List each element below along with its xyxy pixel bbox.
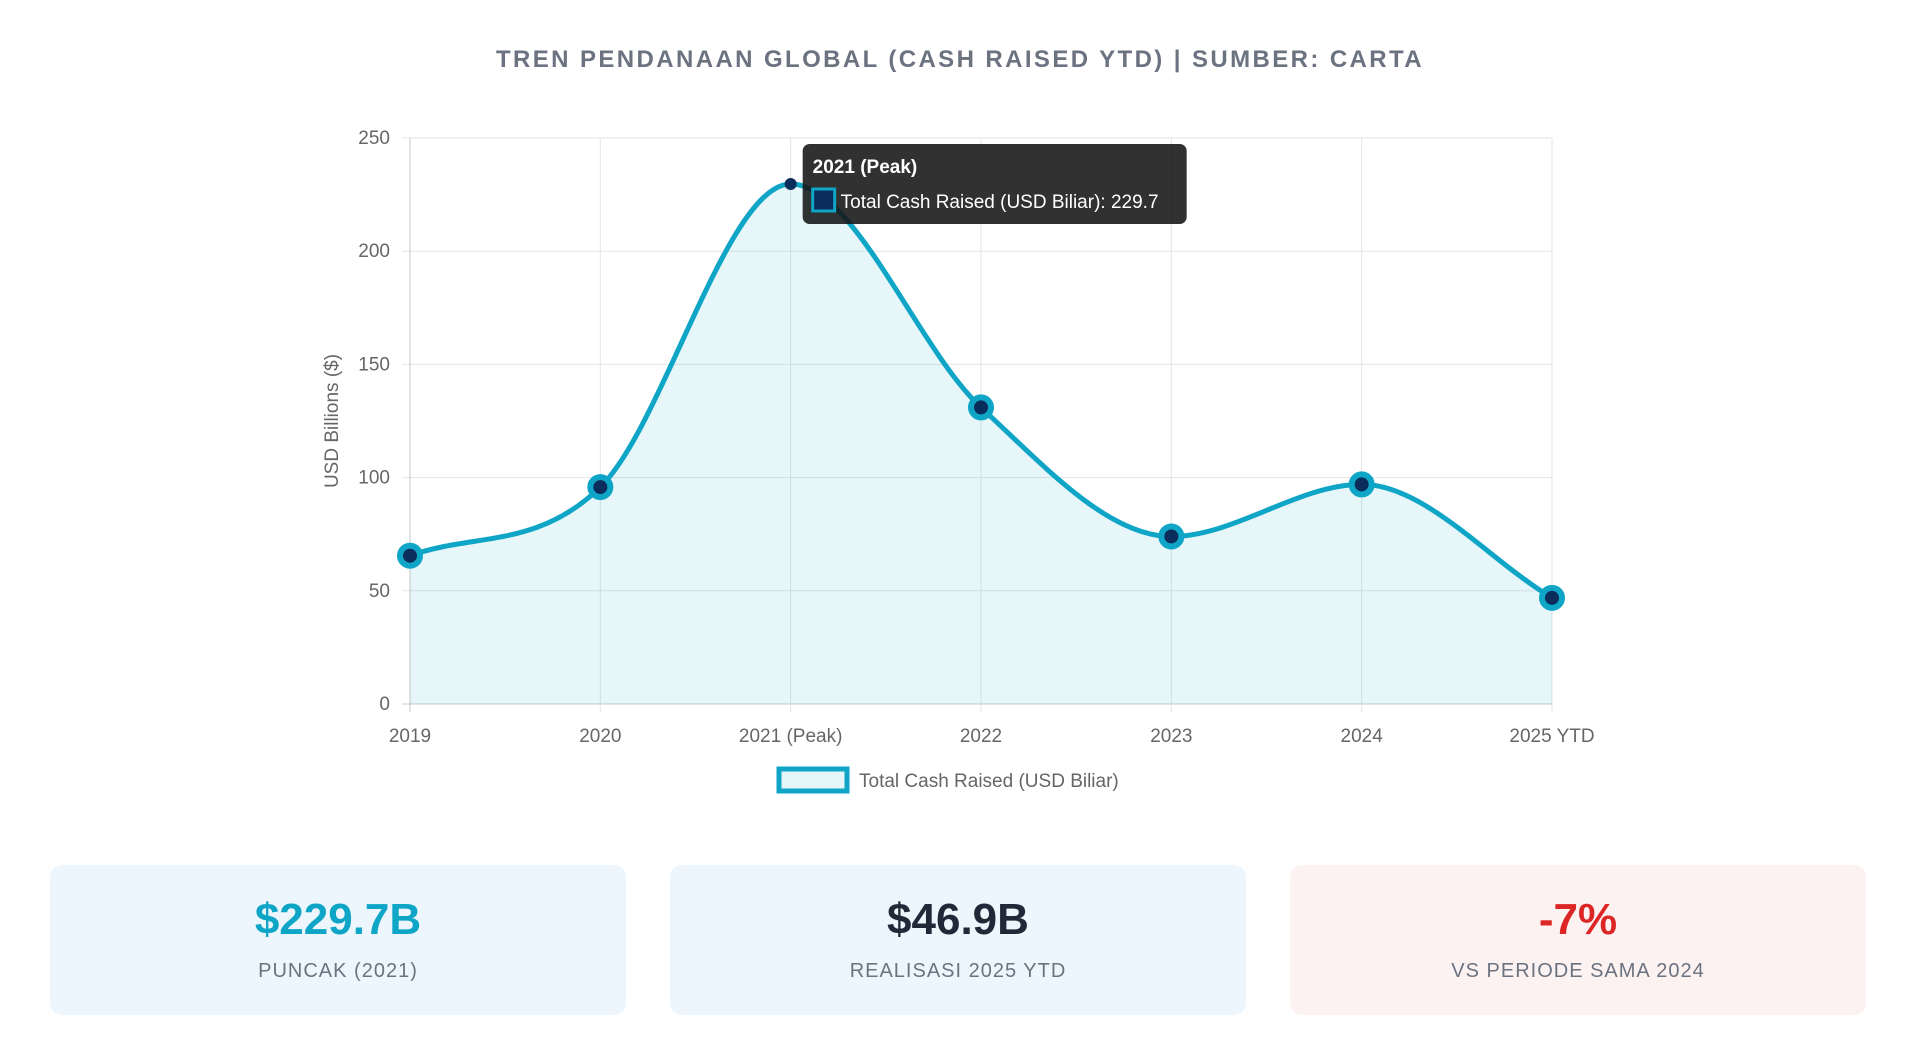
y-axis-label: USD Billions ($) [322, 354, 343, 488]
summary-cards: $229.7B PUNCAK (2021) $46.9B REALISASI 2… [50, 865, 1866, 1015]
legend-label: Total Cash Raised (USD Biliar) [859, 771, 1119, 792]
y-tick-label: 100 [358, 468, 390, 489]
x-tick-label: 2019 [389, 726, 431, 747]
x-tick-label: 2025 YTD [1509, 726, 1594, 747]
y-tick-label: 150 [358, 354, 390, 375]
x-tick-label: 2022 [960, 726, 1002, 747]
data-point-2025-ytd [1539, 584, 1565, 611]
data-point-2023 [1158, 523, 1185, 550]
x-tick-label: 2020 [579, 726, 621, 747]
y-tick-label: 250 [358, 128, 390, 149]
peak-card: $229.7B PUNCAK (2021) [50, 865, 626, 1015]
tooltip-box [802, 144, 1187, 224]
ytd-label: REALISASI 2025 YTD [849, 960, 1067, 982]
y-tick-label: 0 [379, 694, 390, 715]
data-point-2022 [968, 394, 994, 421]
tooltip-title: 2021 (Peak) [813, 157, 918, 178]
ytd-value: $46.9B [887, 895, 1029, 944]
data-point-2019 [397, 542, 423, 569]
data-point-2020 [587, 474, 614, 501]
x-tick-label: 2024 [1341, 726, 1384, 747]
chart-title: TREN PENDANAAN GLOBAL (CASH RAISED YTD) … [495, 46, 1425, 73]
yoy-value: -7% [1538, 895, 1618, 944]
peak-label: PUNCAK (2021) [258, 960, 418, 982]
tooltip-swatch [811, 187, 837, 213]
yoy-label: VS PERIODE SAMA 2024 [1451, 960, 1705, 982]
data-point-2021-peak- [784, 177, 797, 190]
y-tick-label: 50 [369, 581, 390, 602]
legend-swatch [776, 766, 850, 794]
x-tick-label: 2023 [1150, 726, 1192, 747]
tooltip-text: Total Cash Raised (USD Biliar): 229.7 [841, 192, 1159, 213]
ytd-card: $46.9B REALISASI 2025 YTD [670, 865, 1246, 1015]
y-tick-label: 200 [358, 241, 390, 262]
peak-value: $229.7B [254, 895, 422, 944]
yoy-card: -7% VS PERIODE SAMA 2024 [1290, 865, 1866, 1015]
x-tick-label: 2021 (Peak) [739, 726, 843, 747]
data-point-2024 [1348, 471, 1375, 498]
line-chart[interactable]: 0 50 100 150 200 250 2019 2020 2021 (Peak) 2022 20… [0, 0, 1920, 820]
